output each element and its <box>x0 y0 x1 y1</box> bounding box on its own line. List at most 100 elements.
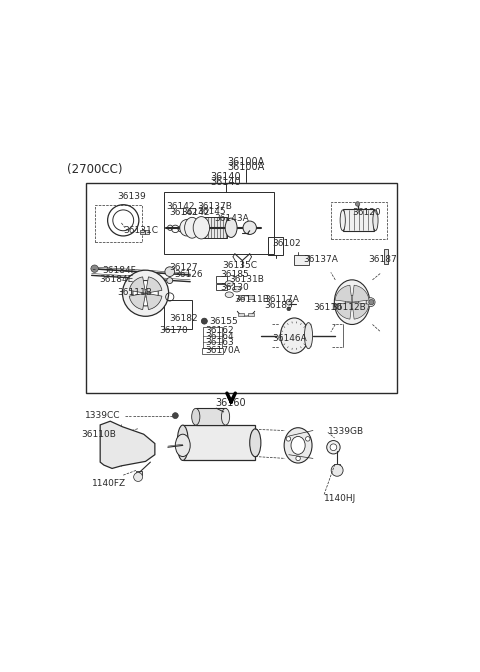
Wedge shape <box>352 285 369 302</box>
Text: 36137A: 36137A <box>304 255 338 264</box>
Ellipse shape <box>177 425 188 460</box>
Bar <box>216 284 228 290</box>
Circle shape <box>142 290 149 297</box>
Bar <box>239 295 243 299</box>
Bar <box>384 249 388 264</box>
Wedge shape <box>129 293 145 310</box>
Text: 36112B: 36112B <box>332 303 366 312</box>
Ellipse shape <box>335 280 370 325</box>
Text: 1339GB: 1339GB <box>328 427 364 435</box>
Ellipse shape <box>304 323 312 349</box>
Wedge shape <box>352 302 369 319</box>
Circle shape <box>122 270 168 317</box>
Text: 36111B: 36111B <box>234 295 269 304</box>
Text: 36184F: 36184F <box>103 266 136 275</box>
Bar <box>96 205 142 242</box>
Text: 36135C: 36135C <box>222 261 257 270</box>
Text: 36145: 36145 <box>198 207 226 216</box>
Bar <box>334 464 340 468</box>
Bar <box>136 472 142 475</box>
Ellipse shape <box>340 210 345 230</box>
Ellipse shape <box>225 218 237 237</box>
Bar <box>203 217 228 238</box>
Text: 36130: 36130 <box>220 283 249 292</box>
Wedge shape <box>335 302 352 319</box>
Text: 36143A: 36143A <box>215 214 249 223</box>
Text: 36110B: 36110B <box>81 431 116 439</box>
Circle shape <box>369 300 374 305</box>
Text: 36162: 36162 <box>205 326 234 335</box>
Bar <box>164 300 192 329</box>
Text: 36131B: 36131B <box>229 275 264 284</box>
Bar <box>249 295 253 299</box>
Text: 36120: 36120 <box>352 208 381 217</box>
Bar <box>268 237 283 255</box>
Circle shape <box>286 437 291 441</box>
Bar <box>183 425 255 460</box>
Text: (2700CC): (2700CC) <box>67 163 123 175</box>
Text: 36100A: 36100A <box>228 162 264 172</box>
Bar <box>331 202 386 239</box>
Ellipse shape <box>225 281 233 286</box>
Circle shape <box>165 267 175 276</box>
Ellipse shape <box>225 292 233 298</box>
Text: 36140: 36140 <box>210 173 241 182</box>
Ellipse shape <box>233 286 241 292</box>
Text: 36170A: 36170A <box>205 346 240 355</box>
Circle shape <box>172 413 178 419</box>
Text: 36142: 36142 <box>170 208 198 217</box>
Ellipse shape <box>250 429 261 457</box>
Ellipse shape <box>284 427 312 463</box>
Text: 36160: 36160 <box>216 398 246 408</box>
Circle shape <box>366 298 375 306</box>
Bar <box>249 312 253 317</box>
Bar <box>202 347 223 354</box>
Text: 36146A: 36146A <box>272 334 307 343</box>
Bar <box>164 192 274 254</box>
Bar <box>86 183 396 393</box>
Text: 36102: 36102 <box>272 239 300 248</box>
Ellipse shape <box>180 220 193 236</box>
Wedge shape <box>145 293 162 310</box>
Text: 36111B: 36111B <box>118 288 153 297</box>
Ellipse shape <box>185 217 200 238</box>
Text: 36164: 36164 <box>205 332 234 341</box>
Text: 36185: 36185 <box>221 269 250 279</box>
Ellipse shape <box>280 318 308 353</box>
Ellipse shape <box>193 216 210 239</box>
Wedge shape <box>145 277 162 293</box>
Wedge shape <box>129 277 145 293</box>
Text: 36184E: 36184E <box>99 276 133 284</box>
Text: 36110: 36110 <box>313 303 342 312</box>
Circle shape <box>330 444 337 451</box>
Text: 36142: 36142 <box>166 202 194 211</box>
Text: 36126: 36126 <box>174 270 203 279</box>
Text: 36187: 36187 <box>369 255 397 264</box>
Circle shape <box>286 299 292 305</box>
Text: 36140: 36140 <box>210 177 241 187</box>
Ellipse shape <box>221 409 229 425</box>
Circle shape <box>345 296 359 309</box>
Ellipse shape <box>192 409 200 425</box>
Text: 1140HJ: 1140HJ <box>324 494 356 503</box>
Bar <box>216 276 228 283</box>
Circle shape <box>133 280 158 306</box>
Polygon shape <box>100 421 155 468</box>
Text: 36142: 36142 <box>181 208 209 217</box>
Wedge shape <box>335 285 352 302</box>
Bar <box>239 312 243 317</box>
Circle shape <box>355 202 360 206</box>
Ellipse shape <box>373 210 378 230</box>
Circle shape <box>243 221 256 235</box>
Circle shape <box>133 472 143 481</box>
Circle shape <box>167 278 173 284</box>
Ellipse shape <box>175 434 190 456</box>
Circle shape <box>331 464 343 476</box>
Bar <box>196 408 226 425</box>
Ellipse shape <box>291 436 305 454</box>
Text: 1339CC: 1339CC <box>85 411 121 421</box>
Text: 36131C: 36131C <box>123 226 158 235</box>
Text: 36182: 36182 <box>170 314 198 323</box>
Circle shape <box>305 437 310 441</box>
Text: 36100A: 36100A <box>228 157 264 167</box>
